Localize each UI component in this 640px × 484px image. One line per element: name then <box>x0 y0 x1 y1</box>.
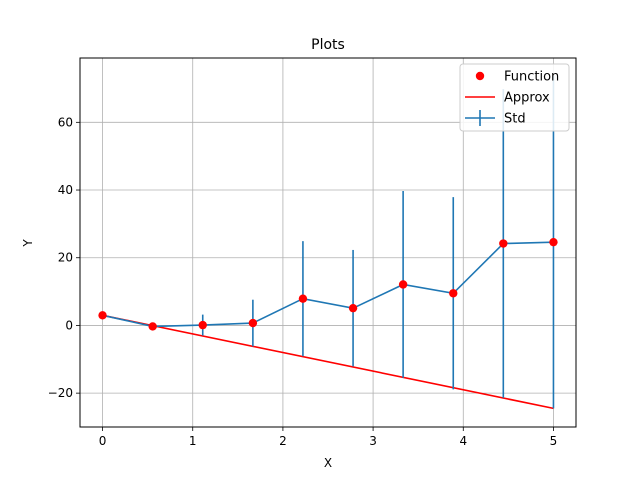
y-tick-label: 0 <box>65 318 73 332</box>
function-points <box>98 237 558 331</box>
legend-function-marker <box>475 71 485 81</box>
legend-label: Function <box>504 70 559 85</box>
function-point <box>549 237 558 247</box>
x-axis-ticks: 0 1 2 3 4 5 <box>99 427 558 448</box>
x-axis-label: X <box>324 456 332 470</box>
function-point <box>298 294 308 303</box>
x-tick-label: 3 <box>369 434 377 448</box>
y-axis-ticks: −20 0 20 40 60 <box>48 115 80 400</box>
legend-label: Std <box>504 112 526 127</box>
legend-box <box>459 63 570 132</box>
y-axis-label: Y <box>21 239 35 248</box>
function-point <box>348 303 358 313</box>
legend-label: Approx <box>504 91 550 106</box>
chart-title: Plots <box>311 37 345 53</box>
legend: Function Approx Std <box>459 63 570 132</box>
function-point <box>98 311 107 320</box>
function-point <box>248 318 258 328</box>
x-tick-label: 2 <box>279 434 287 448</box>
x-tick-label: 5 <box>550 434 558 448</box>
function-point <box>449 289 458 298</box>
std-line <box>102 241 554 328</box>
y-tick-label: 40 <box>58 183 73 197</box>
function-point <box>398 280 408 289</box>
y-tick-label: −20 <box>48 386 73 400</box>
function-point <box>499 239 508 248</box>
y-tick-label: 20 <box>58 251 73 265</box>
std-series-line <box>102 241 554 328</box>
approx-line <box>102 314 554 410</box>
x-tick-label: 0 <box>99 434 107 448</box>
x-tick-label: 4 <box>459 434 467 448</box>
x-tick-label: 1 <box>189 434 197 448</box>
function-point <box>198 320 207 330</box>
function-point <box>148 322 157 331</box>
approx-series <box>102 314 554 410</box>
plot-frame <box>79 57 577 428</box>
y-tick-label: 60 <box>58 115 73 129</box>
